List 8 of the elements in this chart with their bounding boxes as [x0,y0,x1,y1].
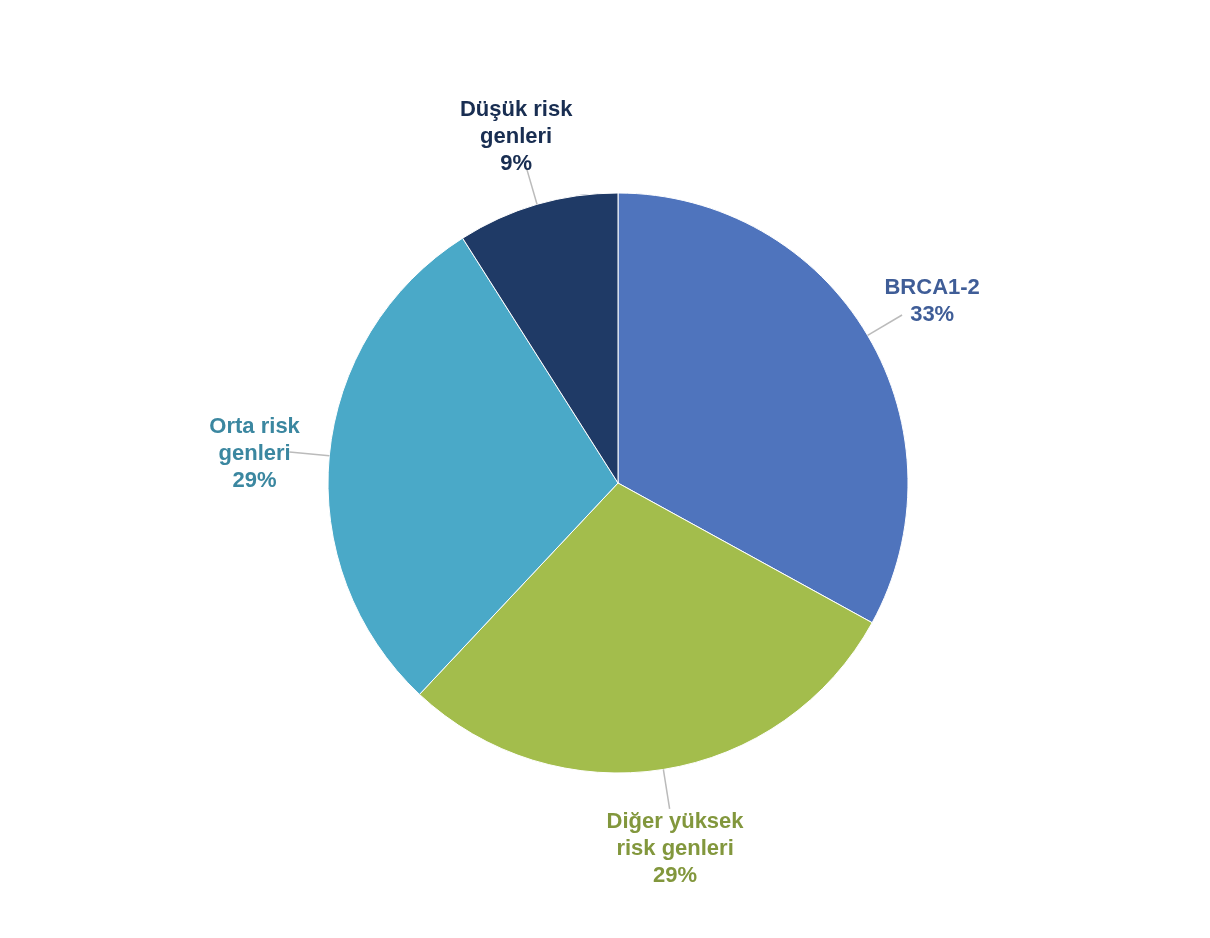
data-label: 9% [500,150,533,176]
slice-label: BRCA1-2 [884,274,980,300]
slice-label: Düşük risk genleri [459,96,574,149]
slice-label: Diğer yüksek risk genleri [606,807,745,860]
data-label: 29% [232,466,277,492]
data-label: 29% [653,861,698,887]
data-label: 33% [910,301,955,327]
slice-label: Orta risk genleri [209,412,301,465]
